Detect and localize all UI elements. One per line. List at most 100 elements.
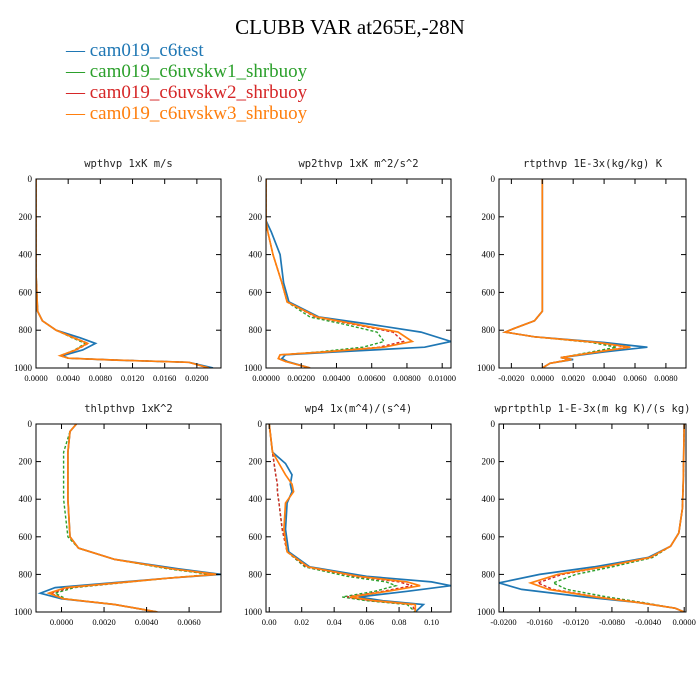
legend-dash: — — [65, 82, 90, 103]
x-tick-label: 0.02 — [294, 617, 309, 627]
panel-title: thlpthvp 1xK^2 — [84, 403, 173, 415]
axes-frame — [35, 423, 222, 613]
x-tick-label: 0.00400 — [323, 373, 351, 383]
legend: — cam019_c6test— cam019_c6uvskw1_shrbuoy… — [65, 40, 308, 124]
legend-dash: — — [65, 61, 90, 82]
y-tick-label: 1000 — [477, 363, 496, 373]
y-tick-label: 1000 — [14, 607, 33, 617]
x-tick-label: 0.0000 — [531, 373, 554, 383]
x-tick-label: 0.0040 — [56, 373, 79, 383]
legend-entry: — cam019_c6uvskw3_shrbuoy — [65, 103, 308, 124]
y-tick-label: 0 — [28, 419, 33, 429]
x-tick-label: 0.0020 — [92, 617, 115, 627]
y-tick-label: 1000 — [244, 363, 263, 373]
y-tick-label: 200 — [249, 212, 263, 222]
x-tick-label: 0.0160 — [153, 373, 176, 383]
axes-frame — [35, 178, 222, 369]
series-line — [53, 424, 211, 612]
panel-title: wprtpthlp 1-E-3x(m kg K)/(s kg) — [495, 403, 691, 415]
panel: wp2thvp 1xK m^2/s^2020040060080010000.00… — [244, 158, 456, 383]
y-tick-label: 200 — [482, 212, 496, 222]
y-tick-label: 800 — [482, 325, 496, 335]
x-tick-label: 0.10 — [424, 617, 439, 627]
series-line — [527, 424, 686, 612]
y-tick-label: 0 — [491, 174, 496, 184]
y-tick-label: 400 — [19, 250, 33, 260]
y-tick-label: 400 — [482, 494, 496, 504]
plot-area — [37, 424, 221, 612]
y-tick-label: 1000 — [477, 607, 496, 617]
axes-frame — [498, 178, 687, 369]
x-tick-label: 0.0120 — [121, 373, 144, 383]
x-tick-label: 0.0040 — [592, 373, 615, 383]
panel-title: wp4 1x(m^4)/(s^4) — [305, 403, 412, 415]
legend-label: cam019_c6test — [90, 40, 205, 61]
x-tick-label: 0.0200 — [185, 373, 208, 383]
panel: wprtpthlp 1-E-3x(m kg K)/(s kg) 0 200 400 60… — [477, 403, 696, 627]
x-tick-label: 0.08 — [392, 617, 407, 627]
y-tick-label: 800 — [249, 325, 263, 335]
x-tick-label: 0.0080 — [654, 373, 677, 383]
panel-title: wp2thvp 1xK m^2/s^2 — [298, 158, 418, 170]
y-tick-label: 400 — [482, 250, 496, 260]
y-tick-label: 200 — [249, 457, 263, 467]
figure-title: CLUBB VAR at265E,-28N — [235, 15, 465, 39]
panel-title: wpthvp 1xK m/s — [84, 158, 173, 170]
x-tick-label: 0.0060 — [177, 617, 200, 627]
x-tick-label: -0.0020 — [498, 373, 524, 383]
x-tick-label: -0.0200 — [490, 617, 516, 627]
y-tick-label: 400 — [249, 494, 263, 504]
y-tick-label: 400 — [249, 250, 263, 260]
series-line — [266, 179, 451, 368]
y-tick-label: 400 — [19, 494, 33, 504]
x-tick-label: -0.0120 — [563, 617, 589, 627]
series-line — [36, 179, 210, 368]
y-tick-label: 600 — [249, 287, 263, 297]
legend-label: cam019_c6uvskw1_shrbuoy — [90, 61, 308, 82]
axes-frame — [265, 423, 452, 613]
x-tick-label: 0.00000 — [252, 373, 280, 383]
axes-frame — [265, 178, 452, 369]
panel: thlpthvp 1xK^2 0 200 400 600 800 1000 0.0000 0.0… — [14, 403, 222, 627]
x-tick-label: 0.0040 — [135, 617, 158, 627]
legend-dash: — — [65, 40, 90, 61]
y-tick-label: 600 — [19, 287, 33, 297]
y-tick-label: 200 — [482, 457, 496, 467]
x-tick-label: 0.0060 — [623, 373, 646, 383]
y-tick-label: 600 — [249, 532, 263, 542]
y-tick-label: 800 — [249, 569, 263, 579]
x-tick-label: -0.0080 — [599, 617, 625, 627]
y-tick-label: 800 — [19, 569, 33, 579]
x-tick-label: 0.0000 — [50, 617, 73, 627]
y-tick-label: 0 — [28, 174, 33, 184]
y-tick-label: 1000 — [14, 363, 33, 373]
panel-title: rtpthvp 1E-3x(kg/kg) K — [523, 158, 663, 170]
y-tick-label: 600 — [482, 287, 496, 297]
legend-label: cam019_c6uvskw3_shrbuoy — [90, 103, 308, 124]
plot-area — [502, 179, 648, 368]
y-tick-label: 600 — [19, 532, 33, 542]
x-tick-label: 0.00800 — [393, 373, 421, 383]
legend-entry: — cam019_c6uvskw1_shrbuoy — [65, 61, 308, 82]
x-tick-label: 0.0000 — [673, 617, 696, 627]
plot-area — [268, 424, 451, 612]
x-tick-label: 0.0000 — [24, 373, 47, 383]
legend-label: cam019_c6uvskw2_shrbuoy — [90, 82, 308, 103]
y-tick-label: 1000 — [244, 607, 263, 617]
x-tick-label: 0.0080 — [89, 373, 112, 383]
plot-area — [266, 179, 451, 368]
plot-area — [36, 179, 214, 368]
legend-dash: — — [65, 103, 90, 124]
x-tick-label: 0.06 — [359, 617, 374, 627]
y-tick-label: 200 — [19, 212, 33, 222]
x-tick-label: 0.00600 — [358, 373, 386, 383]
plot-area — [499, 424, 686, 612]
x-tick-label: 0.01000 — [428, 373, 456, 383]
legend-entry: — cam019_c6test — [65, 40, 204, 61]
y-tick-label: 800 — [19, 325, 33, 335]
axes-frame — [498, 423, 687, 613]
y-tick-label: 800 — [482, 569, 496, 579]
x-tick-label: 0.00200 — [287, 373, 315, 383]
